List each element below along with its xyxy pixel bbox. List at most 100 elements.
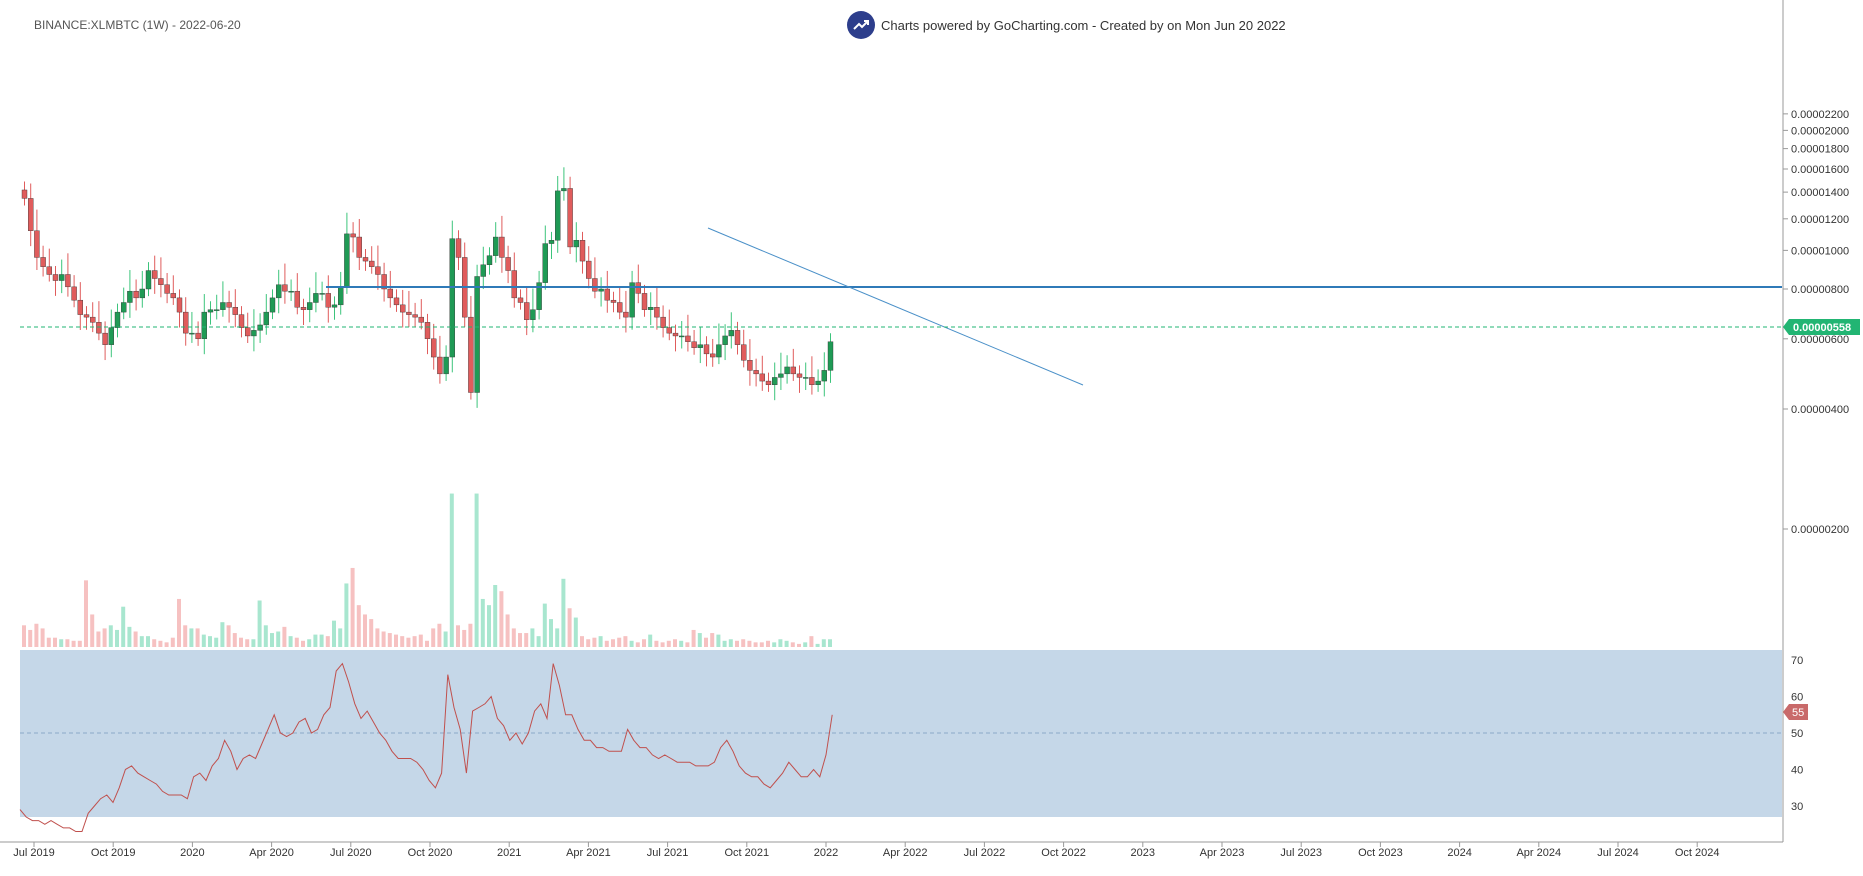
volume-bar bbox=[220, 622, 225, 647]
candle-body bbox=[170, 293, 177, 299]
volume-bar bbox=[400, 636, 405, 647]
candle-body bbox=[648, 307, 654, 310]
volume-bar bbox=[735, 640, 739, 647]
candle-body bbox=[691, 341, 697, 348]
candle-body bbox=[375, 266, 381, 275]
volume-bar bbox=[772, 642, 777, 647]
candle-body bbox=[499, 236, 505, 258]
price-axis[interactable]: 0.00000200 0.00000400 0.00000600 0.00000800… bbox=[1783, 109, 1849, 536]
candle-body bbox=[59, 274, 65, 281]
volume-bar bbox=[195, 628, 200, 647]
svg-text:0.00000558: 0.00000558 bbox=[1793, 322, 1851, 334]
candle-body bbox=[567, 188, 573, 248]
volume-bar bbox=[152, 639, 157, 647]
candle-body bbox=[338, 286, 344, 306]
candle-body bbox=[182, 311, 189, 334]
candle-body bbox=[660, 316, 666, 328]
volume-bar bbox=[307, 639, 312, 647]
volume-bar bbox=[226, 625, 231, 647]
volume-bar bbox=[828, 639, 832, 647]
volume-bar bbox=[418, 634, 423, 647]
candle-body bbox=[784, 366, 790, 375]
candle-body bbox=[443, 356, 449, 375]
price-tick-label: 0.00001200 bbox=[1791, 214, 1849, 226]
volume-bar bbox=[183, 625, 188, 647]
volume-bar bbox=[406, 637, 411, 647]
time-tick-label: Apr 2024 bbox=[1516, 847, 1561, 859]
price-tick-label: 0.00001600 bbox=[1791, 164, 1849, 176]
candle-body bbox=[449, 238, 455, 358]
volume-bar bbox=[679, 640, 684, 647]
time-tick-label: Apr 2023 bbox=[1200, 847, 1245, 859]
volume-bar bbox=[245, 639, 250, 647]
volume-bar bbox=[803, 642, 808, 647]
descending-trendline[interactable] bbox=[707, 227, 1084, 386]
volume-bar bbox=[121, 606, 126, 647]
candle-body bbox=[424, 322, 431, 340]
candle-body bbox=[480, 264, 486, 277]
volume-bar bbox=[766, 640, 770, 647]
candle-body bbox=[232, 307, 239, 315]
volume-bar bbox=[158, 640, 163, 647]
volume-bar bbox=[177, 598, 181, 647]
candle-body bbox=[536, 282, 542, 310]
time-tick-label: Jul 2021 bbox=[647, 847, 689, 859]
price-tick-label: 0.00001400 bbox=[1791, 187, 1849, 199]
volume-bar bbox=[648, 634, 653, 647]
gocharting-logo-icon[interactable] bbox=[847, 11, 875, 39]
volume-bars bbox=[22, 493, 832, 647]
volume-bar bbox=[387, 633, 392, 647]
volume-bar bbox=[629, 640, 634, 647]
volume-bar bbox=[549, 619, 553, 647]
candle-body bbox=[300, 307, 307, 310]
candle-body bbox=[213, 309, 220, 311]
candle-body bbox=[790, 366, 796, 375]
candles[interactable] bbox=[21, 167, 834, 408]
volume-bar bbox=[127, 626, 132, 647]
volume-bar bbox=[617, 637, 622, 647]
volume-bar bbox=[821, 639, 826, 647]
candle-body bbox=[319, 293, 325, 295]
volume-bar bbox=[46, 637, 51, 647]
volume-bar bbox=[325, 636, 330, 647]
volume-bar bbox=[443, 631, 448, 647]
credit-banner[interactable]: Charts powered by GoCharting.com - Creat… bbox=[847, 11, 1286, 39]
volume-bar bbox=[505, 614, 510, 647]
candle-body bbox=[418, 316, 424, 323]
candle-body bbox=[734, 330, 741, 345]
candle-body bbox=[586, 260, 592, 279]
volume-bar bbox=[462, 629, 467, 647]
volume-bar bbox=[257, 600, 262, 647]
candle-body bbox=[325, 293, 331, 308]
volume-bar bbox=[356, 605, 361, 647]
volume-bar bbox=[722, 640, 727, 647]
volume-bar bbox=[170, 637, 175, 647]
candle-body bbox=[307, 302, 313, 310]
volume-bar bbox=[34, 623, 39, 647]
candle-body bbox=[598, 288, 604, 292]
volume-bar bbox=[741, 639, 746, 647]
candle-body bbox=[821, 370, 827, 382]
volume-bar bbox=[282, 626, 287, 647]
candle-body bbox=[765, 380, 772, 386]
time-tick-label: Apr 2021 bbox=[566, 847, 611, 859]
volume-bar bbox=[294, 637, 299, 647]
volume-bar bbox=[480, 598, 485, 647]
volume-bar bbox=[96, 631, 101, 647]
candle-body bbox=[263, 311, 269, 326]
candle-body bbox=[406, 311, 412, 315]
time-axis[interactable]: Jul 2019 Oct 2019 2020 Apr 2020 Jul 2020 Oct … bbox=[13, 842, 1720, 859]
time-tick-label: Jul 2023 bbox=[1280, 847, 1322, 859]
rsi-tick-label: 40 bbox=[1791, 765, 1803, 777]
candle-body bbox=[666, 327, 672, 334]
candle-body bbox=[716, 344, 722, 358]
candle-body bbox=[592, 278, 598, 292]
candle-body bbox=[71, 286, 77, 301]
price-tick-label: 0.00000600 bbox=[1791, 334, 1849, 346]
volume-bar bbox=[790, 642, 795, 647]
candle-body bbox=[703, 344, 710, 355]
volume-bar bbox=[53, 637, 57, 647]
candle-body bbox=[741, 344, 747, 361]
time-tick-label: Jul 2024 bbox=[1597, 847, 1639, 859]
